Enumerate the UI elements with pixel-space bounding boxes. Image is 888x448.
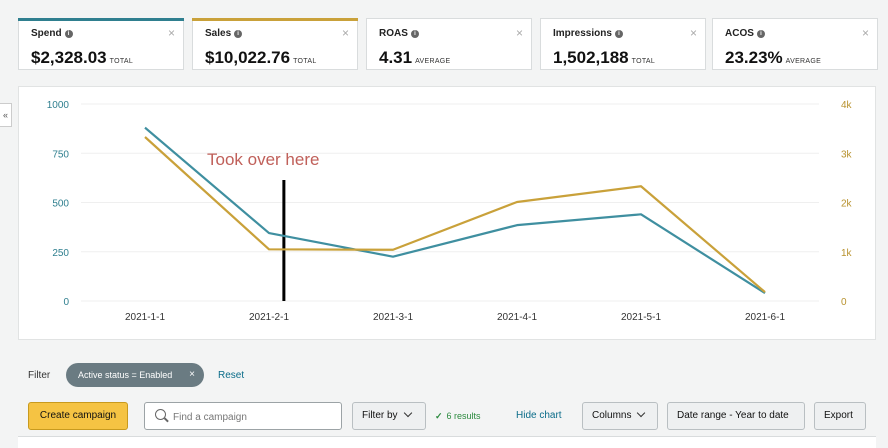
filter-chip-label: Active status = Enabled	[78, 370, 172, 380]
remove-filter-icon[interactable]: ×	[189, 363, 195, 387]
y-left-tick-label: 1000	[47, 100, 70, 111]
close-icon[interactable]: ×	[862, 26, 869, 40]
chevron-down-icon	[637, 409, 645, 417]
close-icon[interactable]: ×	[690, 26, 697, 40]
info-icon[interactable]: i	[411, 30, 419, 38]
create-campaign-button[interactable]: Create campaign	[28, 402, 128, 430]
filter-by-dropdown[interactable]: Filter by	[352, 402, 426, 430]
info-icon[interactable]: i	[234, 30, 242, 38]
campaign-search[interactable]	[144, 402, 342, 430]
close-icon[interactable]: ×	[342, 26, 349, 40]
x-tick-label: 2021-3-1	[373, 312, 413, 323]
reset-link[interactable]: Reset	[218, 370, 244, 381]
line-chart: 1000 750 500 250 0 4k 3k 2k 1k 0 2021-1-1 2021-2-1 2…	[19, 87, 875, 339]
y-right-tick-label: 2k	[841, 199, 853, 210]
chevron-down-icon	[403, 409, 411, 417]
y-left-tick-label: 750	[52, 149, 69, 160]
results-count: ✓6 results	[435, 411, 481, 422]
y-right-tick-label: 3k	[841, 149, 853, 160]
columns-dropdown[interactable]: Columns	[582, 402, 658, 430]
card-accent	[192, 18, 358, 21]
campaign-table-header	[18, 436, 876, 448]
y-left-tick-label: 500	[52, 199, 69, 210]
filter-bar: Filter Active status = Enabled × Reset	[18, 355, 876, 395]
x-tick-label: 2021-2-1	[249, 312, 289, 323]
info-icon[interactable]: i	[65, 30, 73, 38]
campaign-toolbar: Create campaign Filter by ✓6 results Hid…	[18, 402, 884, 432]
y-right-tick-label: 0	[841, 297, 847, 308]
filter-chip-active-status[interactable]: Active status = Enabled ×	[66, 363, 204, 387]
x-tick-label: 2021-5-1	[621, 312, 661, 323]
performance-chart: 1000 750 500 250 0 4k 3k 2k 1k 0 2021-1-1 2021-2-1 2…	[18, 86, 876, 340]
date-range-dropdown[interactable]: Date range - Year to date	[667, 402, 805, 430]
check-icon: ✓	[435, 411, 443, 421]
info-icon[interactable]: i	[757, 30, 765, 38]
search-icon	[155, 409, 166, 420]
x-tick-label: 2021-6-1	[745, 312, 785, 323]
y-right-tick-label: 4k	[841, 100, 853, 111]
hide-chart-link[interactable]: Hide chart	[516, 410, 562, 421]
collapse-sidebar-button[interactable]: «	[0, 103, 12, 127]
x-tick-label: 2021-1-1	[125, 312, 165, 323]
y-right-tick-label: 1k	[841, 248, 853, 259]
info-icon[interactable]: i	[615, 30, 623, 38]
x-tick-label: 2021-4-1	[497, 312, 537, 323]
filter-label: Filter	[28, 370, 50, 381]
close-icon[interactable]: ×	[516, 26, 523, 40]
annotation-label: Took over here	[207, 150, 319, 169]
close-icon[interactable]: ×	[168, 26, 175, 40]
search-input[interactable]	[171, 408, 335, 426]
card-value: 23.23%AVERAGE	[725, 48, 821, 68]
export-button[interactable]: Export	[814, 402, 866, 430]
card-accent	[18, 18, 184, 21]
y-left-tick-label: 0	[63, 297, 69, 308]
y-left-tick-label: 250	[52, 248, 69, 259]
